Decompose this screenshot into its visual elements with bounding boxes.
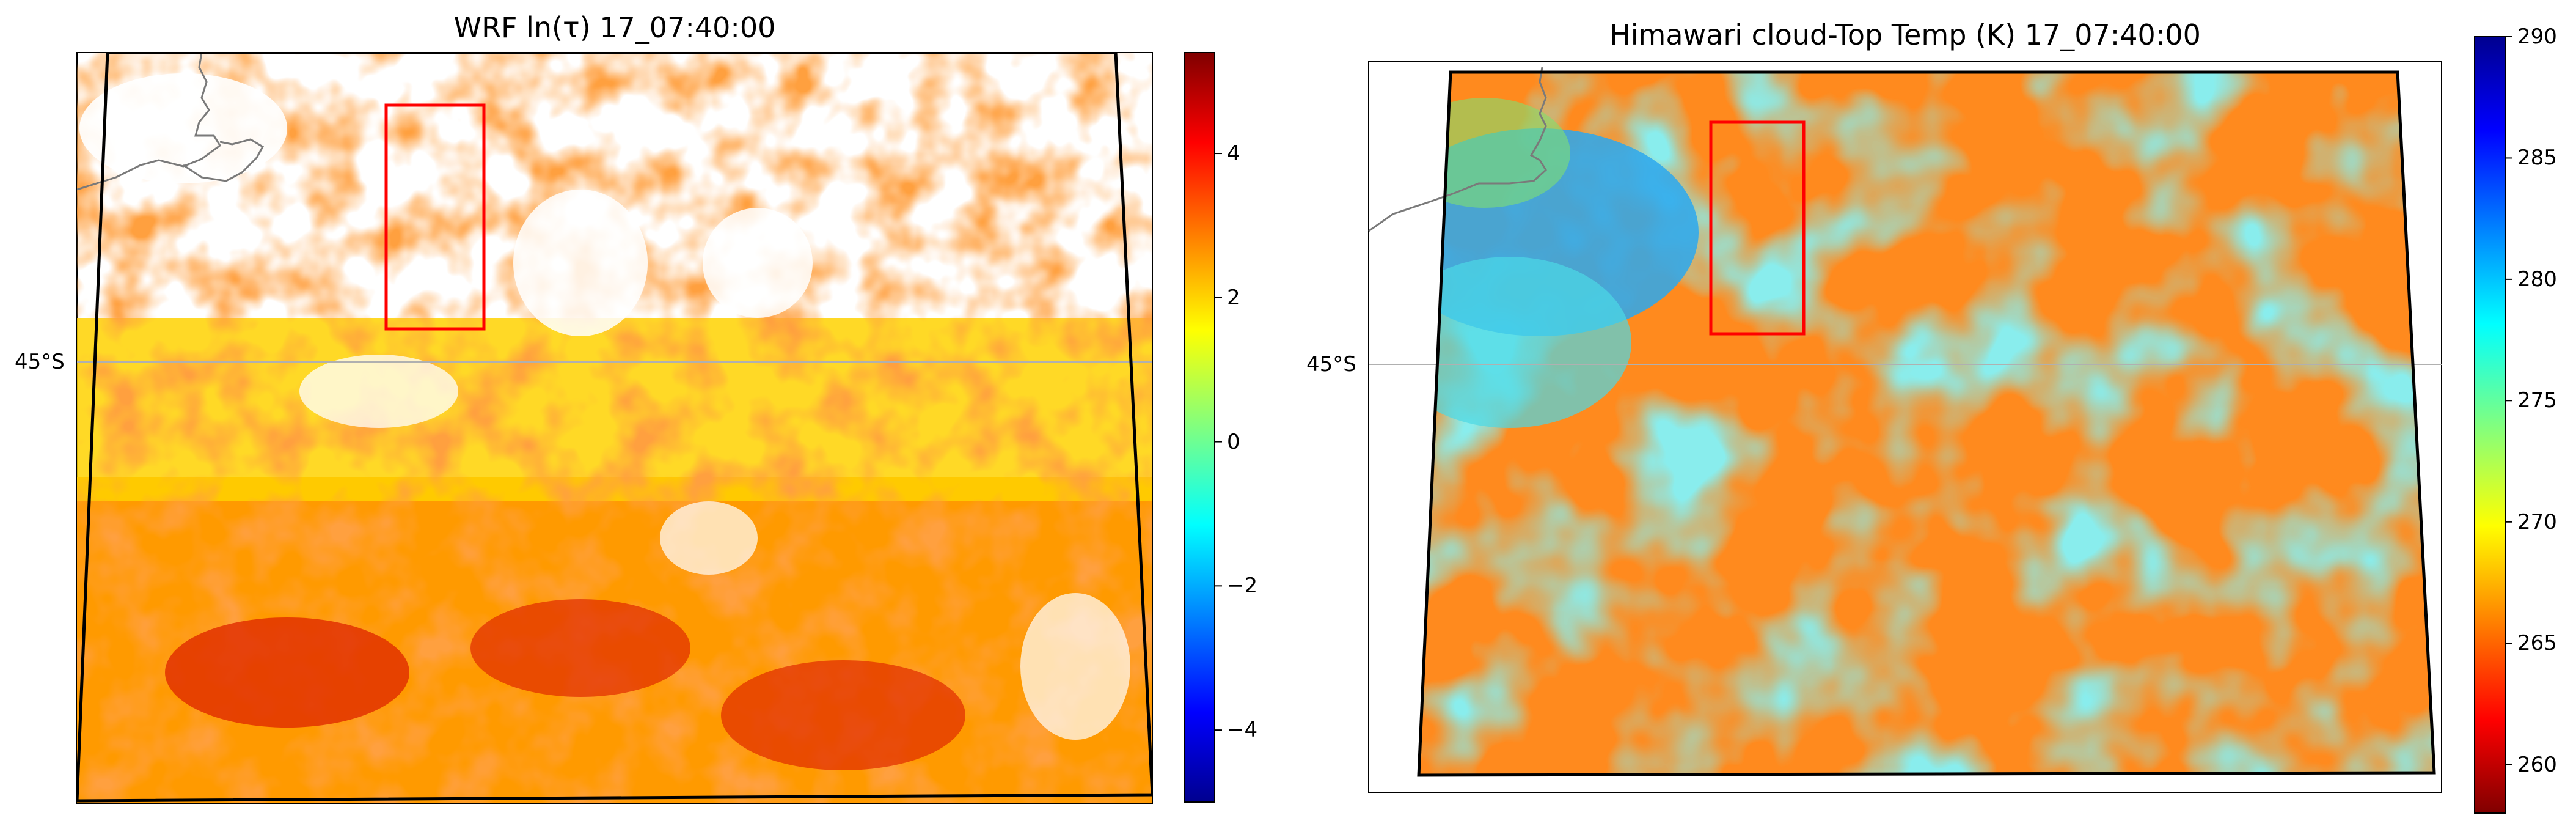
coastline <box>183 138 265 182</box>
wrf-clear-sky-patch <box>299 355 458 428</box>
wrf-clear-sky-patch <box>660 501 758 575</box>
colorbar-tick-label: 260 <box>2517 752 2557 777</box>
wrf-colorbar <box>1184 52 1215 803</box>
colorbar-tick-label: 2 <box>1227 285 1240 310</box>
colorbar-tick-label: 270 <box>2517 509 2557 534</box>
coastline <box>1368 67 1547 232</box>
wrf-clear-sky-patch <box>1020 593 1130 740</box>
wrf-clear-sky-patch <box>513 190 648 336</box>
wrf-map-panel <box>76 52 1153 804</box>
wrf-thick-cloud-core <box>470 599 690 697</box>
himawari-clear-region <box>1419 257 1631 428</box>
wrf-highlight-box <box>384 103 486 331</box>
wrf-colorbar-ticks <box>1215 153 1222 731</box>
colorbar-tick-label: 285 <box>2517 146 2557 171</box>
coastline <box>77 53 222 191</box>
wrf-clear-sky-patch <box>79 73 287 183</box>
wrf-panel-title: WRF ln(τ) 17_07:40:00 <box>453 11 776 44</box>
wrf-thick-cloud-core <box>721 660 965 770</box>
wrf-latitude-label: 45°S <box>15 350 65 374</box>
colorbar-tick-label: 280 <box>2517 267 2557 292</box>
colorbar-tick-label: 265 <box>2517 631 2557 656</box>
wrf-thick-cloud-core <box>165 617 409 728</box>
colorbar-tick-label: 0 <box>1227 429 1240 454</box>
colorbar-tick-label: 290 <box>2517 24 2557 49</box>
himawari-latitude-label: 45°S <box>1306 352 1356 377</box>
wrf-clear-sky-patch <box>703 208 813 318</box>
colorbar-tick-label: −2 <box>1227 573 1258 599</box>
himawari-panel-title: Himawari cloud-Top Temp (K) 17_07:40:00 <box>1609 18 2201 51</box>
himawari-colorbar <box>2474 36 2506 814</box>
himawari-highlight-box <box>1709 120 1806 336</box>
himawari-colorbar-ticks <box>2505 36 2512 765</box>
himawari-domain-outline <box>1417 70 2436 777</box>
wrf-domain-outline <box>77 53 1152 803</box>
colorbar-tick-label: 4 <box>1227 141 1240 166</box>
colorbar-tick-label: 275 <box>2517 388 2557 413</box>
colorbar-tick-label: −4 <box>1227 718 1258 743</box>
himawari-map-panel <box>1368 61 2442 793</box>
